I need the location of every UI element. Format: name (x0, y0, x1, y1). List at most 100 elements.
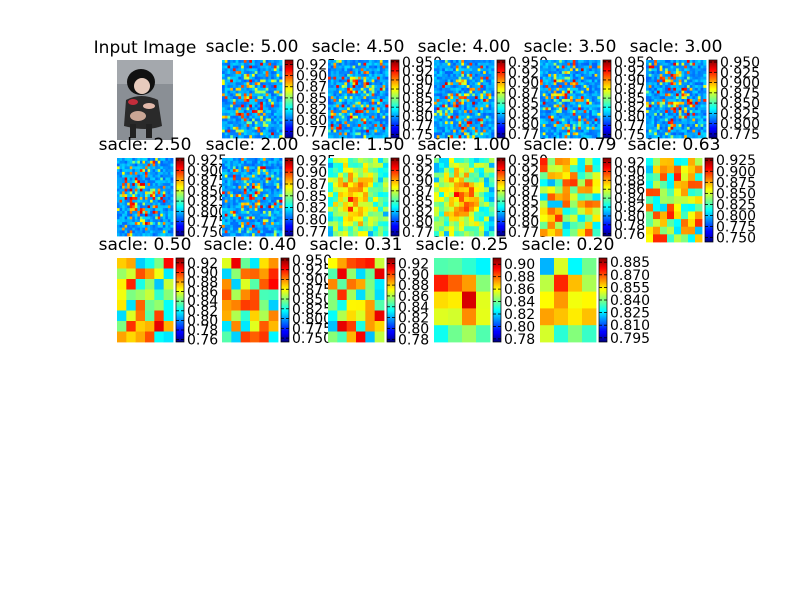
heatmap-cell (268, 87, 272, 92)
heatmap-cell (147, 166, 151, 170)
heatmap-cell (157, 222, 161, 226)
heatmap-cell (491, 85, 495, 89)
heatmap-cell (167, 177, 171, 181)
heatmap-cell (160, 216, 164, 220)
heatmap-cell (374, 135, 378, 139)
heatmap-cell (241, 124, 245, 128)
heatmap-cell (353, 187, 359, 193)
heatmap-cell (454, 197, 460, 203)
heatmap-cell (678, 65, 682, 69)
heatmap-cell (684, 99, 688, 103)
colorbar-tick-label: 0.775 (720, 127, 760, 143)
heatmap-cell (157, 177, 161, 181)
heatmap-cell (442, 90, 446, 94)
heatmap-cell (469, 76, 473, 80)
heatmap-cell (444, 135, 449, 139)
heatmap-cell (279, 213, 283, 217)
heatmap-cell (222, 79, 226, 83)
heatmap-cell (550, 118, 555, 122)
heatmap-cell (548, 101, 552, 105)
heatmap-cell (553, 101, 557, 105)
heatmap-cell (371, 90, 375, 94)
heatmap-cell (542, 132, 546, 136)
heatmap-cell (262, 68, 267, 72)
heatmap-cell (385, 82, 389, 86)
heatmap-cell (246, 183, 250, 187)
heatmap-cell (243, 112, 247, 117)
heatmap-cell (385, 112, 389, 117)
heatmap-cell (238, 96, 242, 100)
heatmap-cell (167, 171, 171, 176)
colorbar (284, 157, 294, 237)
heatmap-cell (230, 115, 234, 119)
heatmap-cell (344, 65, 348, 69)
heatmap-cell (273, 188, 277, 192)
heatmap-cell (586, 124, 590, 128)
heatmap-cell (485, 76, 489, 80)
heatmap-cell (449, 226, 455, 232)
heatmap-cell (160, 194, 164, 198)
heatmap-cell (377, 110, 381, 114)
heatmap-cell (222, 96, 226, 100)
heatmap-cell (230, 177, 234, 181)
heatmap-cells (222, 158, 283, 237)
heatmap-cell (591, 68, 595, 72)
heatmap-cell (224, 197, 228, 201)
heatmap-cell (227, 208, 231, 212)
heatmap-cell (594, 90, 598, 94)
heatmap-cell (449, 187, 455, 193)
heatmap-cell (559, 124, 563, 128)
heatmap-cell (152, 216, 156, 220)
heatmap-cell (124, 233, 128, 237)
heatmap-cell (464, 129, 468, 133)
heatmap-cell (348, 167, 354, 174)
heatmap-cell (238, 224, 242, 229)
heatmap-cell (257, 213, 261, 217)
heatmap-cell (461, 71, 465, 75)
heatmap-cell (377, 79, 381, 83)
heatmap-cell (491, 124, 495, 128)
heatmap-cell (222, 194, 226, 198)
heatmap-cell (583, 71, 587, 75)
heatmap-cell (371, 110, 375, 114)
heatmap-cell (145, 224, 148, 229)
heatmap-cell (273, 82, 277, 86)
heatmap-cell (224, 166, 228, 170)
heatmap-cell (137, 169, 141, 173)
colorbar-tick-label: 0.900 (508, 174, 548, 190)
heatmap-cell (252, 191, 256, 195)
heatmap-cell (338, 107, 343, 111)
heatmap-cell (249, 233, 253, 237)
heatmap-cell (472, 71, 476, 75)
heatmap-cell (589, 62, 593, 66)
heatmap-cell (142, 219, 146, 223)
heatmap-cell (147, 158, 151, 162)
heatmap-cell (553, 71, 557, 75)
heatmap-cell (459, 187, 465, 193)
colorbar (496, 59, 506, 139)
heatmap-cell (271, 124, 275, 128)
heatmap-cell (347, 135, 351, 139)
heatmap-cell (662, 132, 666, 136)
heatmap-cell (363, 124, 367, 128)
heatmap-cell (155, 216, 159, 220)
heatmap-cell (453, 85, 457, 89)
heatmap-cell (477, 93, 481, 97)
heatmap-cell (170, 163, 174, 167)
heatmap-cell (567, 132, 571, 136)
heatmap-cell (241, 224, 245, 229)
heatmap-cell (542, 121, 546, 125)
heatmap-cell (222, 158, 226, 162)
heatmap-cell (665, 110, 669, 114)
heatmap-cell (268, 197, 272, 201)
heatmap-cell (697, 73, 701, 78)
heatmap-cell (222, 90, 226, 94)
colorbar-tick-label: 0.875 (508, 184, 548, 200)
heatmap-cell (235, 194, 239, 198)
heatmap-cell (353, 177, 359, 183)
heatmap-cell (328, 216, 334, 222)
heatmap-cell (444, 172, 450, 178)
heatmap-cell (271, 96, 275, 100)
heatmap-cell (654, 93, 658, 97)
heatmap-cell (646, 110, 650, 114)
